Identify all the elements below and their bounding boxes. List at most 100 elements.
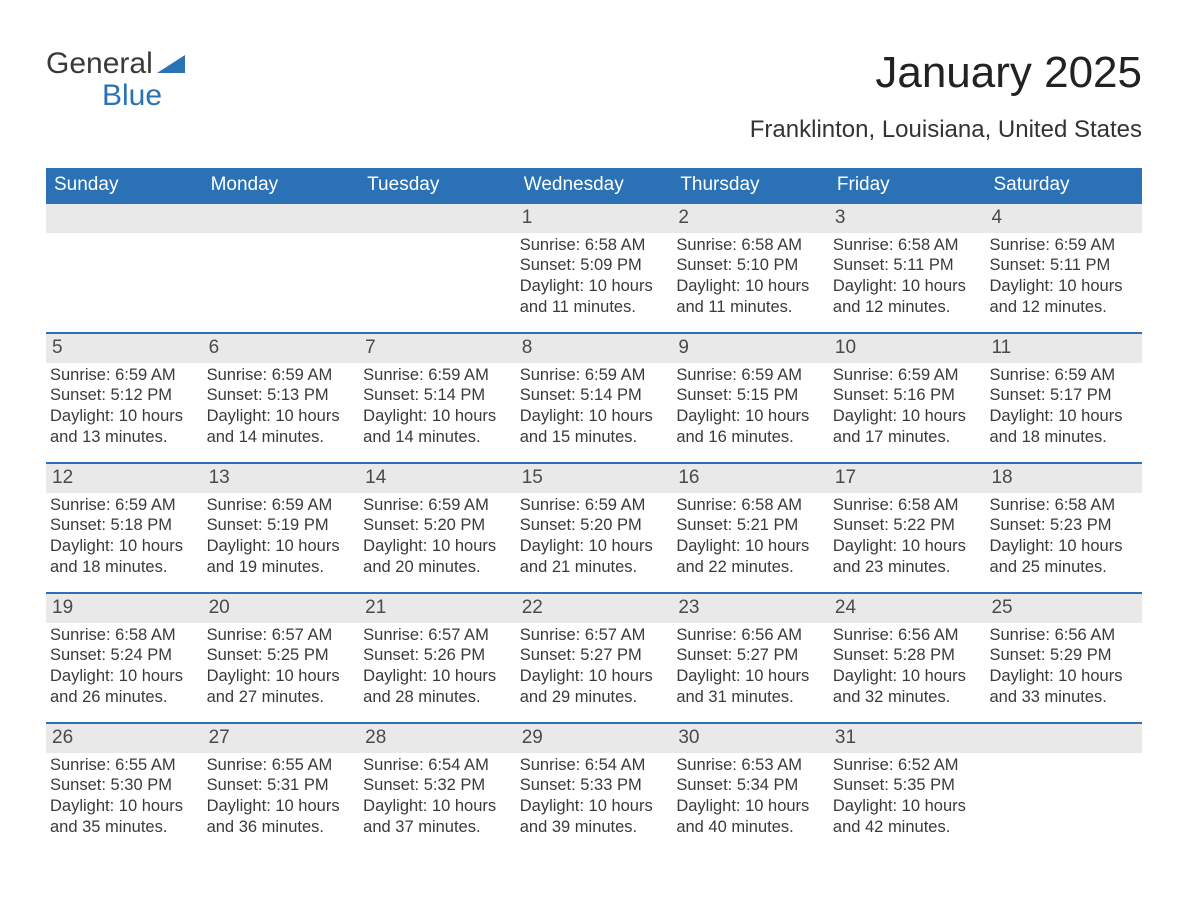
daylight-text: Daylight: 10 hours and 25 minutes. <box>989 536 1136 577</box>
day-number: 16 <box>672 464 829 493</box>
day-details: Sunrise: 6:58 AMSunset: 5:22 PMDaylight:… <box>829 493 986 582</box>
sunrise-text: Sunrise: 6:59 AM <box>989 235 1136 256</box>
sunrise-text: Sunrise: 6:58 AM <box>833 235 980 256</box>
calendar-day: 31Sunrise: 6:52 AMSunset: 5:35 PMDayligh… <box>829 724 986 852</box>
calendar-week: 5Sunrise: 6:59 AMSunset: 5:12 PMDaylight… <box>46 332 1142 462</box>
daylight-text: Daylight: 10 hours and 14 minutes. <box>363 406 510 447</box>
day-details: Sunrise: 6:58 AMSunset: 5:24 PMDaylight:… <box>46 623 203 712</box>
sunrise-text: Sunrise: 6:59 AM <box>50 495 197 516</box>
sunrise-text: Sunrise: 6:58 AM <box>676 235 823 256</box>
calendar-day: 1Sunrise: 6:58 AMSunset: 5:09 PMDaylight… <box>516 204 673 332</box>
day-number: 20 <box>203 594 360 623</box>
calendar-day: 12Sunrise: 6:59 AMSunset: 5:18 PMDayligh… <box>46 464 203 592</box>
day-details: Sunrise: 6:54 AMSunset: 5:32 PMDaylight:… <box>359 753 516 842</box>
day-details: Sunrise: 6:57 AMSunset: 5:27 PMDaylight:… <box>516 623 673 712</box>
daylight-text: Daylight: 10 hours and 17 minutes. <box>833 406 980 447</box>
sunset-text: Sunset: 5:13 PM <box>207 385 354 406</box>
day-details: Sunrise: 6:59 AMSunset: 5:18 PMDaylight:… <box>46 493 203 582</box>
calendar-day: 28Sunrise: 6:54 AMSunset: 5:32 PMDayligh… <box>359 724 516 852</box>
page-title: January 2025 <box>750 48 1142 98</box>
daylight-text: Daylight: 10 hours and 23 minutes. <box>833 536 980 577</box>
sunset-text: Sunset: 5:28 PM <box>833 645 980 666</box>
sunrise-text: Sunrise: 6:59 AM <box>207 495 354 516</box>
daylight-text: Daylight: 10 hours and 11 minutes. <box>676 276 823 317</box>
sunset-text: Sunset: 5:17 PM <box>989 385 1136 406</box>
sunset-text: Sunset: 5:34 PM <box>676 775 823 796</box>
calendar-day: 19Sunrise: 6:58 AMSunset: 5:24 PMDayligh… <box>46 594 203 722</box>
sunset-text: Sunset: 5:15 PM <box>676 385 823 406</box>
day-details: Sunrise: 6:59 AMSunset: 5:12 PMDaylight:… <box>46 363 203 452</box>
sunrise-text: Sunrise: 6:57 AM <box>363 625 510 646</box>
sunset-text: Sunset: 5:30 PM <box>50 775 197 796</box>
calendar-day: 24Sunrise: 6:56 AMSunset: 5:28 PMDayligh… <box>829 594 986 722</box>
daylight-text: Daylight: 10 hours and 32 minutes. <box>833 666 980 707</box>
day-number: 23 <box>672 594 829 623</box>
sunrise-text: Sunrise: 6:59 AM <box>989 365 1136 386</box>
weekday-header: Friday <box>829 168 986 204</box>
daylight-text: Daylight: 10 hours and 37 minutes. <box>363 796 510 837</box>
sunrise-text: Sunrise: 6:58 AM <box>520 235 667 256</box>
calendar-day <box>359 204 516 332</box>
calendar-day: 17Sunrise: 6:58 AMSunset: 5:22 PMDayligh… <box>829 464 986 592</box>
calendar-week: 12Sunrise: 6:59 AMSunset: 5:18 PMDayligh… <box>46 462 1142 592</box>
sunrise-text: Sunrise: 6:55 AM <box>207 755 354 776</box>
day-number: 6 <box>203 334 360 363</box>
calendar-day: 13Sunrise: 6:59 AMSunset: 5:19 PMDayligh… <box>203 464 360 592</box>
calendar-day: 25Sunrise: 6:56 AMSunset: 5:29 PMDayligh… <box>985 594 1142 722</box>
calendar-day: 29Sunrise: 6:54 AMSunset: 5:33 PMDayligh… <box>516 724 673 852</box>
calendar-day <box>46 204 203 332</box>
weekday-header: Thursday <box>672 168 829 204</box>
day-number: 25 <box>985 594 1142 623</box>
sunrise-text: Sunrise: 6:59 AM <box>833 365 980 386</box>
sunset-text: Sunset: 5:16 PM <box>833 385 980 406</box>
daylight-text: Daylight: 10 hours and 35 minutes. <box>50 796 197 837</box>
weekday-header: Wednesday <box>516 168 673 204</box>
day-number <box>359 204 516 233</box>
sunrise-text: Sunrise: 6:58 AM <box>50 625 197 646</box>
day-details: Sunrise: 6:56 AMSunset: 5:29 PMDaylight:… <box>985 623 1142 712</box>
day-number: 27 <box>203 724 360 753</box>
day-details: Sunrise: 6:56 AMSunset: 5:28 PMDaylight:… <box>829 623 986 712</box>
day-details: Sunrise: 6:59 AMSunset: 5:14 PMDaylight:… <box>359 363 516 452</box>
calendar-day: 14Sunrise: 6:59 AMSunset: 5:20 PMDayligh… <box>359 464 516 592</box>
calendar-day: 3Sunrise: 6:58 AMSunset: 5:11 PMDaylight… <box>829 204 986 332</box>
sunset-text: Sunset: 5:19 PM <box>207 515 354 536</box>
day-details: Sunrise: 6:59 AMSunset: 5:20 PMDaylight:… <box>516 493 673 582</box>
day-details: Sunrise: 6:58 AMSunset: 5:23 PMDaylight:… <box>985 493 1142 582</box>
calendar-day: 21Sunrise: 6:57 AMSunset: 5:26 PMDayligh… <box>359 594 516 722</box>
calendar-day: 16Sunrise: 6:58 AMSunset: 5:21 PMDayligh… <box>672 464 829 592</box>
calendar-day: 5Sunrise: 6:59 AMSunset: 5:12 PMDaylight… <box>46 334 203 462</box>
daylight-text: Daylight: 10 hours and 22 minutes. <box>676 536 823 577</box>
calendar-day: 15Sunrise: 6:59 AMSunset: 5:20 PMDayligh… <box>516 464 673 592</box>
day-number: 30 <box>672 724 829 753</box>
day-details: Sunrise: 6:59 AMSunset: 5:14 PMDaylight:… <box>516 363 673 452</box>
day-details: Sunrise: 6:55 AMSunset: 5:31 PMDaylight:… <box>203 753 360 842</box>
sunrise-text: Sunrise: 6:54 AM <box>520 755 667 776</box>
weekday-header: Tuesday <box>359 168 516 204</box>
sunset-text: Sunset: 5:22 PM <box>833 515 980 536</box>
day-details: Sunrise: 6:57 AMSunset: 5:26 PMDaylight:… <box>359 623 516 712</box>
day-number <box>203 204 360 233</box>
daylight-text: Daylight: 10 hours and 21 minutes. <box>520 536 667 577</box>
day-number: 21 <box>359 594 516 623</box>
weekday-header: Monday <box>203 168 360 204</box>
day-details: Sunrise: 6:56 AMSunset: 5:27 PMDaylight:… <box>672 623 829 712</box>
daylight-text: Daylight: 10 hours and 40 minutes. <box>676 796 823 837</box>
daylight-text: Daylight: 10 hours and 15 minutes. <box>520 406 667 447</box>
sunset-text: Sunset: 5:26 PM <box>363 645 510 666</box>
day-number: 24 <box>829 594 986 623</box>
sunset-text: Sunset: 5:32 PM <box>363 775 510 796</box>
sunrise-text: Sunrise: 6:59 AM <box>50 365 197 386</box>
calendar-day: 8Sunrise: 6:59 AMSunset: 5:14 PMDaylight… <box>516 334 673 462</box>
day-number: 28 <box>359 724 516 753</box>
day-number: 4 <box>985 204 1142 233</box>
daylight-text: Daylight: 10 hours and 39 minutes. <box>520 796 667 837</box>
sunset-text: Sunset: 5:11 PM <box>989 255 1136 276</box>
calendar-grid: SundayMondayTuesdayWednesdayThursdayFrid… <box>46 168 1142 852</box>
day-details: Sunrise: 6:59 AMSunset: 5:15 PMDaylight:… <box>672 363 829 452</box>
sunset-text: Sunset: 5:27 PM <box>676 645 823 666</box>
daylight-text: Daylight: 10 hours and 28 minutes. <box>363 666 510 707</box>
weekday-header-row: SundayMondayTuesdayWednesdayThursdayFrid… <box>46 168 1142 204</box>
daylight-text: Daylight: 10 hours and 27 minutes. <box>207 666 354 707</box>
calendar-day: 27Sunrise: 6:55 AMSunset: 5:31 PMDayligh… <box>203 724 360 852</box>
